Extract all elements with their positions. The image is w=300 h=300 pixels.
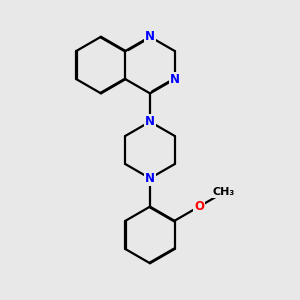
Text: N: N (145, 115, 155, 128)
Text: N: N (145, 30, 155, 43)
Text: N: N (169, 73, 179, 86)
Text: N: N (145, 172, 155, 185)
Text: CH₃: CH₃ (212, 188, 235, 197)
Text: O: O (194, 200, 204, 213)
